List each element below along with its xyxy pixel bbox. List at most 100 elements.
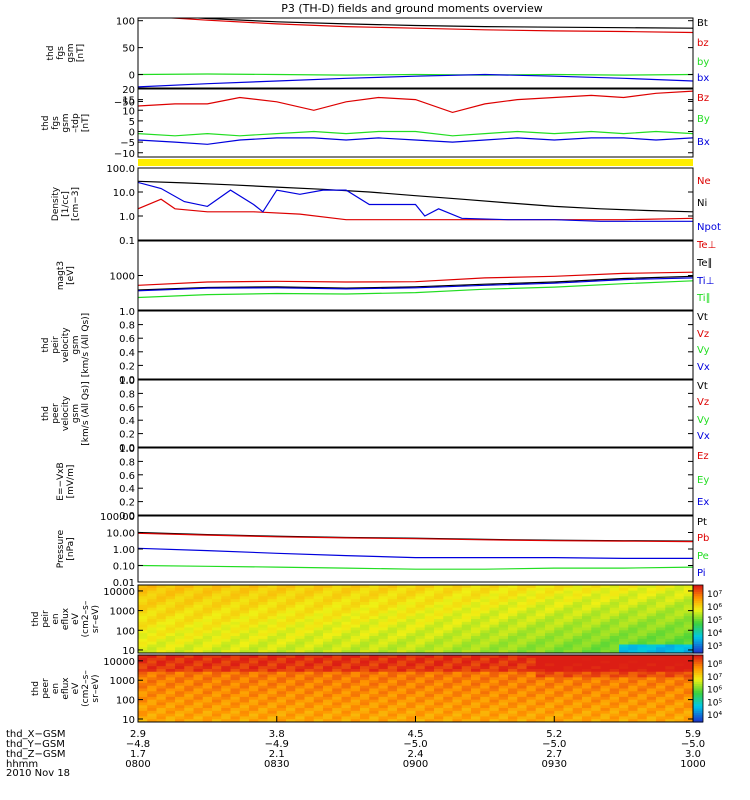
heatmap-cell bbox=[332, 587, 343, 592]
heatmap-cell bbox=[221, 657, 232, 662]
heatmap-cell bbox=[646, 641, 657, 646]
heatmap-cell bbox=[276, 657, 287, 662]
heatmap-cell bbox=[156, 607, 167, 612]
heatmap-cell bbox=[165, 708, 176, 712]
heatmap-cell bbox=[656, 677, 666, 681]
ephemeris-row-name: thd_Y−GSM bbox=[6, 739, 65, 750]
heatmap-cell bbox=[147, 599, 158, 603]
heatmap-cell bbox=[147, 674, 158, 678]
heatmap-cell bbox=[304, 585, 315, 589]
heatmap-cell bbox=[656, 593, 666, 597]
heatmap-cell bbox=[193, 699, 204, 704]
colorbar-segment bbox=[693, 596, 703, 600]
heatmap-cell bbox=[545, 696, 555, 701]
heatmap-cell bbox=[498, 585, 509, 589]
heatmap-cell bbox=[295, 596, 306, 600]
ephemeris-value: 0930 bbox=[542, 759, 567, 770]
heatmap-cell bbox=[489, 677, 500, 681]
heatmap-cell bbox=[656, 616, 666, 620]
heatmap-cell bbox=[249, 638, 259, 643]
heatmap-cell bbox=[646, 610, 657, 614]
heatmap-cell bbox=[286, 708, 296, 712]
heatmap-cell bbox=[378, 638, 389, 643]
y-axis-label: sr–eV) bbox=[91, 605, 101, 633]
heatmap-cell bbox=[258, 694, 269, 698]
heatmap-cell bbox=[397, 604, 407, 609]
heatmap-cell bbox=[461, 636, 472, 640]
heatmap-cell bbox=[286, 699, 296, 704]
heatmap-cell bbox=[415, 624, 426, 629]
heatmap-cell bbox=[545, 590, 555, 595]
status-bar bbox=[138, 159, 693, 166]
heatmap-cell bbox=[535, 663, 546, 667]
heatmap-cell bbox=[258, 621, 269, 626]
series-line-Te∥ bbox=[138, 275, 693, 291]
heatmap-cell bbox=[341, 708, 352, 712]
heatmap-cell bbox=[628, 655, 639, 659]
heatmap-cell bbox=[147, 685, 158, 690]
y-tick-label: 15 bbox=[122, 96, 135, 107]
heatmap-cell bbox=[600, 585, 611, 589]
heatmap-cell bbox=[665, 593, 676, 597]
heatmap-cell bbox=[267, 719, 278, 722]
heatmap-cell bbox=[165, 674, 176, 678]
colorbar-segment bbox=[693, 710, 703, 714]
heatmap-cell bbox=[323, 699, 333, 704]
heatmap-cell bbox=[480, 616, 491, 620]
heatmap-cell bbox=[545, 666, 555, 670]
heatmap-cell bbox=[619, 630, 629, 634]
heatmap-cell bbox=[147, 708, 158, 712]
heatmap-cell bbox=[683, 641, 693, 646]
heatmap-cell bbox=[258, 655, 269, 659]
heatmap-cell bbox=[313, 660, 324, 664]
ephemeris-value: 2.4 bbox=[408, 749, 424, 760]
heatmap-cell bbox=[286, 604, 296, 609]
heatmap-cell bbox=[646, 691, 657, 695]
heatmap-cell bbox=[471, 604, 481, 609]
heatmap-cell bbox=[452, 680, 463, 684]
heatmap-cell bbox=[489, 602, 500, 606]
heatmap-cell bbox=[637, 694, 648, 698]
heatmap-cell bbox=[563, 587, 574, 592]
heatmap-cell bbox=[193, 587, 204, 592]
heatmap-cell bbox=[313, 719, 324, 722]
heatmap-cell bbox=[286, 660, 296, 664]
heatmap-cell bbox=[665, 630, 676, 634]
heatmap-cell bbox=[683, 682, 693, 687]
heatmap-cell bbox=[156, 691, 167, 695]
heatmap-cell bbox=[350, 682, 361, 687]
heatmap-cell bbox=[341, 599, 352, 603]
heatmap-cell bbox=[221, 590, 232, 595]
heatmap-cell bbox=[230, 685, 241, 690]
heatmap-cell bbox=[452, 688, 463, 692]
heatmap-cell bbox=[582, 702, 592, 706]
y-axis-label: thd bbox=[41, 338, 51, 353]
heatmap-cell bbox=[138, 630, 148, 634]
heatmap-cell bbox=[665, 638, 676, 643]
heatmap-cell bbox=[202, 607, 213, 612]
heatmap-cell bbox=[461, 613, 472, 617]
heatmap-cell bbox=[656, 607, 666, 612]
heatmap-cell bbox=[674, 671, 685, 676]
heatmap-cell bbox=[313, 682, 324, 687]
heatmap-cell bbox=[156, 710, 167, 715]
heatmap-cell bbox=[184, 627, 195, 631]
heatmap-cell bbox=[387, 647, 398, 651]
heatmap-cell bbox=[545, 685, 555, 690]
heatmap-cell bbox=[508, 685, 518, 690]
heatmap-cell bbox=[286, 610, 296, 614]
heatmap-cell bbox=[674, 590, 685, 595]
heatmap-cell bbox=[471, 633, 481, 637]
colorbar-segment bbox=[693, 661, 703, 665]
heatmap-cell bbox=[591, 644, 602, 648]
heatmap-cell bbox=[683, 621, 693, 626]
heatmap-cell bbox=[674, 644, 685, 648]
colorbar-segment bbox=[693, 587, 703, 591]
heatmap-cell bbox=[443, 593, 454, 597]
heatmap-cell bbox=[609, 702, 620, 706]
heatmap-cell bbox=[434, 590, 444, 595]
heatmap-cell bbox=[619, 663, 629, 667]
heatmap-cell bbox=[665, 685, 676, 690]
heatmap-cell bbox=[239, 691, 250, 695]
